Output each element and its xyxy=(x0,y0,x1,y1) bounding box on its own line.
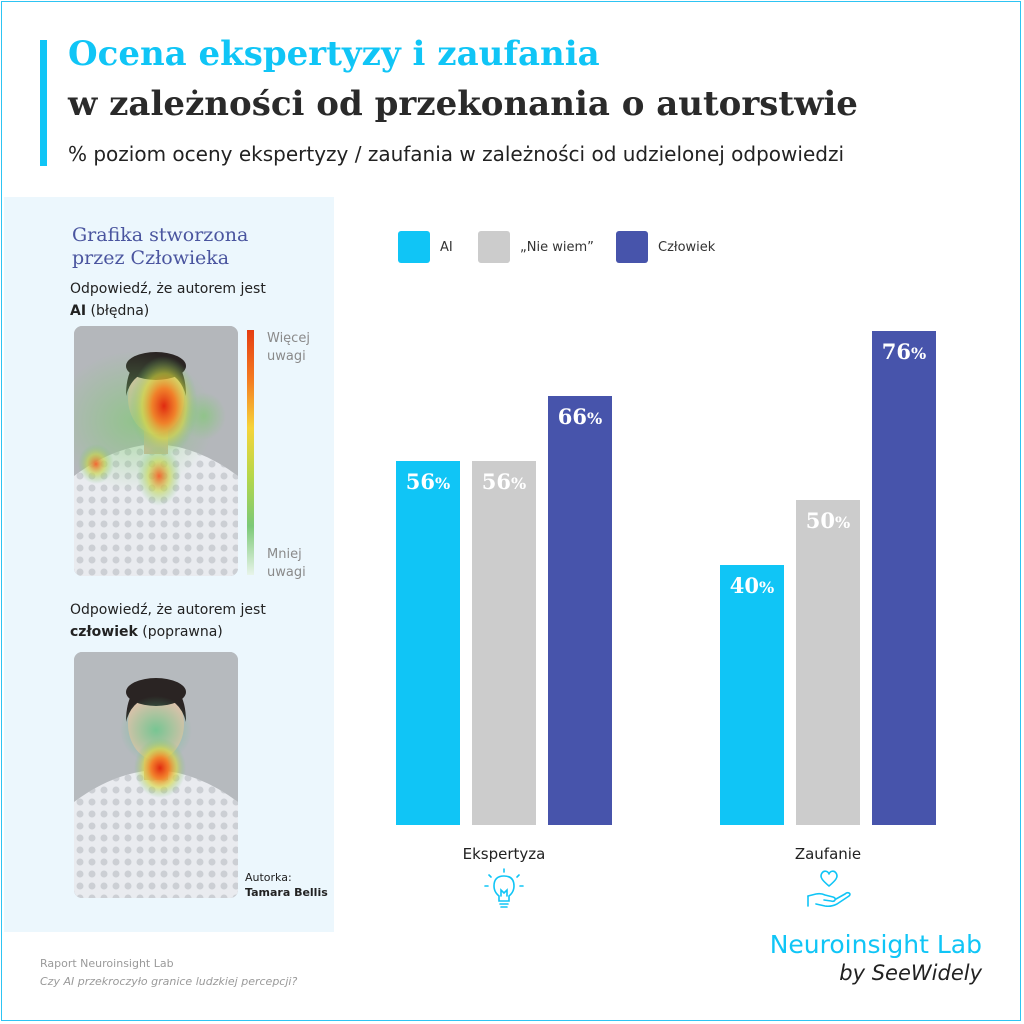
bar-value-label: 76% xyxy=(881,339,927,364)
answer-human-suffix: (poprawna) xyxy=(142,624,223,640)
report-footer: Raport Neuroinsight Lab Czy AI przekrocz… xyxy=(40,955,297,991)
footer-report-question: Czy AI przekroczyło granice ludzkiej per… xyxy=(40,975,298,988)
scale-label-less-line2: uwagi xyxy=(267,565,306,580)
bar-value-label: 66% xyxy=(557,404,603,429)
scale-label-less-line1: Mniej xyxy=(267,547,302,562)
answer-human-prefix: Odpowiedź, że autorem jest xyxy=(70,602,266,618)
bar-value-label: 40% xyxy=(729,573,775,598)
legend-item-cz-owiek: Człowiek xyxy=(616,231,715,263)
lightbulb-icon xyxy=(484,868,524,908)
bar-ekspertyza-cz-owiek xyxy=(548,396,612,825)
brand-name: Neuroinsight Lab xyxy=(769,930,982,959)
answer-ai-bold: AI xyxy=(70,303,87,319)
left-panel-heading-line1: Grafika stworzona xyxy=(72,224,249,246)
scale-label-more-line2: uwagi xyxy=(267,349,306,364)
scale-label-more: Więcej uwagi xyxy=(267,330,327,366)
legend-label: Człowiek xyxy=(658,239,716,255)
legend-swatch xyxy=(616,231,648,263)
left-panel-heading-line2: przez Człowieka xyxy=(72,247,230,269)
chart-title-line1: Ocena ekspertyzy i zaufania xyxy=(68,34,600,74)
legend-label: „Nie wiem” xyxy=(520,239,594,255)
bar-zaufanie-cz-owiek xyxy=(872,331,936,825)
answer-human-caption: Odpowiedź, że autorem jest człowiek (pop… xyxy=(70,599,266,643)
legend-label: AI xyxy=(440,239,453,255)
heatmap-photo-ai xyxy=(74,326,238,576)
credit-name: Tamara Bellis xyxy=(245,886,328,899)
bar-value-label: 50% xyxy=(805,508,851,533)
legend-swatch xyxy=(398,231,430,263)
bar-zaufanie-ai xyxy=(720,565,784,825)
category-label-zaufanie: Zaufanie xyxy=(794,845,862,863)
footer-report-name: Raport Neuroinsight Lab xyxy=(40,957,174,970)
brand-block: Neuroinsight Lab by SeeWidely xyxy=(770,930,982,985)
heatmap-photo-human xyxy=(74,652,238,898)
attention-scale-bar xyxy=(247,330,254,575)
scale-label-less: Mniej uwagi xyxy=(267,546,327,582)
answer-ai-prefix: Odpowiedź, że autorem jest xyxy=(70,281,266,297)
chart-title-line2: w zależności od przekonania o autorstwie xyxy=(68,84,858,124)
answer-human-bold: człowiek xyxy=(70,624,138,640)
bar-value-label: 56% xyxy=(481,469,527,494)
bar-ekspertyza-nie-wiem xyxy=(472,461,536,825)
left-panel-heading: Grafika stworzona przez Człowieka xyxy=(72,224,312,270)
credit-label: Autorka: xyxy=(245,871,292,884)
legend-swatch xyxy=(478,231,510,263)
scale-label-more-line1: Więcej xyxy=(267,331,310,346)
title-accent-bar xyxy=(40,40,47,166)
bar-ekspertyza-ai xyxy=(396,461,460,825)
bar-zaufanie-nie-wiem xyxy=(796,500,860,825)
legend-item-nie-wiem: „Nie wiem” xyxy=(478,231,594,263)
photo-credit: Autorka: Tamara Bellis xyxy=(245,870,328,900)
chart-subtitle: % poziom oceny ekspertyzy / zaufania w z… xyxy=(68,142,845,166)
answer-ai-caption: Odpowiedź, że autorem jest AI (błędna) xyxy=(70,278,266,322)
category-label-ekspertyza: Ekspertyza xyxy=(462,845,546,863)
answer-ai-suffix: (błędna) xyxy=(90,303,150,319)
brand-tagline: by SeeWidely xyxy=(839,961,982,985)
hand-heart-icon xyxy=(807,870,851,908)
legend-item-ai: AI xyxy=(398,231,453,263)
bar-value-label: 56% xyxy=(405,469,451,494)
